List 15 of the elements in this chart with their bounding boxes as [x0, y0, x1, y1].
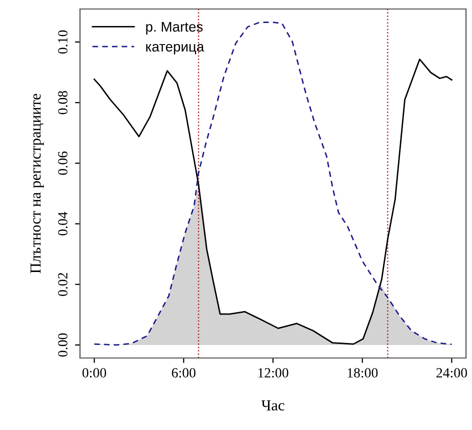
legend-label: p. Martes	[146, 22, 203, 34]
legend-label: катерица	[146, 44, 204, 54]
y-tick-label: 0.02	[58, 272, 68, 296]
y-tick-label: 0.10	[58, 30, 68, 54]
x-axis-title: Час	[261, 400, 284, 411]
x-tick-label: 0:00	[82, 368, 106, 378]
y-tick-label: 0.00	[58, 333, 68, 357]
x-tick-label: 24:00	[436, 368, 467, 378]
x-tick-label: 12:00	[258, 368, 288, 378]
x-tick-label: 6:00	[172, 368, 196, 378]
y-tick-label: 0.08	[58, 90, 68, 114]
x-tick-label: 18:00	[348, 368, 378, 378]
y-tick-label: 0.06	[58, 151, 68, 175]
y-tick-label: 0.04	[58, 212, 68, 236]
y-axis-title: Плътност на регистрациите	[30, 94, 44, 274]
